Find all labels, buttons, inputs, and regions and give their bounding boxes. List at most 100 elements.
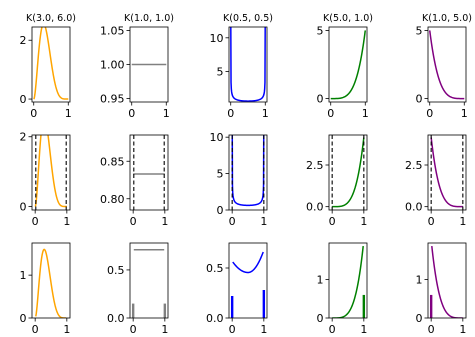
y-tick-label: 2 — [20, 131, 27, 144]
subplot-r3-c2: 0 1 0.0 0.5 — [107, 242, 169, 336]
y-tick-label: 2 — [20, 34, 27, 47]
x-tick-label: 1 — [63, 323, 70, 336]
y-tick-label: 10 — [210, 131, 224, 144]
y-tick-label: 5 — [217, 66, 224, 79]
x-tick-label: 0 — [329, 215, 336, 228]
axes-frame — [31, 242, 71, 319]
axes-frame — [328, 26, 368, 103]
y-tick-label: 2.5 — [306, 159, 324, 172]
subplot-r1-c2: 0 1 0.95 1.00 1.05K(1.0, 1.0) — [100, 13, 174, 120]
y-tick-label: 0.5 — [107, 264, 125, 277]
y-tick-label: 1.05 — [100, 24, 125, 37]
y-tick-label: 0 — [416, 93, 423, 106]
y-tick-label: 0.0 — [306, 201, 324, 214]
plot-area — [430, 135, 464, 210]
subplot-r3-c3: 0 1 0.0 0.5 — [206, 242, 268, 336]
x-tick-label: 1 — [461, 107, 468, 120]
plot-area — [230, 27, 266, 102]
y-tick-label: 0 — [20, 201, 27, 214]
subplot-r2-c4: 0 1 0.0 2.5 — [306, 134, 368, 228]
subplot-title: K(3.0, 6.0) — [26, 13, 76, 24]
x-tick-label: 0 — [128, 107, 135, 120]
x-tick-label: 1 — [459, 323, 466, 336]
axes-frame — [31, 134, 71, 211]
x-tick-label: 1 — [260, 323, 267, 336]
series-line — [430, 137, 463, 208]
x-tick-label: 1 — [362, 107, 369, 120]
y-tick-label: 5 — [217, 168, 224, 181]
axes-frame — [228, 134, 268, 211]
x-tick-label: 0 — [32, 323, 39, 336]
x-tick-label: 0 — [428, 323, 435, 336]
plot-area — [34, 135, 67, 210]
y-tick-label: 0 — [317, 93, 324, 106]
y-tick-label: 0.85 — [100, 155, 125, 168]
plot-area — [332, 245, 366, 318]
subplot-title: K(0.5, 0.5) — [223, 13, 273, 24]
plot-area — [428, 30, 465, 100]
plot-area — [330, 30, 367, 100]
plot-area — [231, 135, 265, 210]
x-tick-label: 0 — [229, 215, 236, 228]
y-tick-label: 0.95 — [100, 93, 125, 106]
y-tick-label: 0.5 — [206, 262, 224, 275]
series-line — [230, 27, 266, 102]
subplot-r3-c5: 0 1 0 1 — [416, 242, 467, 336]
x-tick-label: 0 — [327, 107, 334, 120]
y-tick-label: 2.5 — [405, 159, 423, 172]
x-tick-label: 1 — [65, 107, 72, 120]
x-tick-label: 1 — [63, 215, 70, 228]
axes-frame — [228, 26, 268, 103]
subplot-r1-c3: 0 1 5 10 K(0.5, 0.5) — [210, 13, 273, 120]
axes-frame — [427, 242, 467, 319]
subplot-r1-c1: 0 1 0 2 K(3.0, 6.0) — [20, 13, 76, 120]
x-tick-label: 0 — [426, 107, 433, 120]
x-tick-label: 1 — [262, 107, 269, 120]
y-tick-label: 1 — [317, 274, 324, 287]
x-tick-label: 1 — [260, 215, 267, 228]
y-tick-label: 0 — [20, 312, 27, 325]
x-tick-label: 1 — [161, 215, 168, 228]
x-tick-label: 1 — [459, 215, 466, 228]
series-line — [231, 135, 265, 207]
plot-area — [131, 248, 167, 318]
axes-frame — [427, 134, 467, 211]
y-tick-label: 5 — [317, 24, 324, 37]
x-tick-label: 0 — [30, 107, 37, 120]
subplot-r2-c5: 0 1 0.0 2.5 — [405, 134, 467, 228]
y-tick-label: 0.0 — [206, 312, 224, 325]
y-tick-label: 0.0 — [405, 201, 423, 214]
axes-frame — [129, 242, 169, 319]
axes-frame — [31, 26, 71, 103]
y-tick-label: 0 — [317, 312, 324, 325]
y-tick-label: 0 — [217, 204, 224, 217]
x-tick-label: 0 — [229, 323, 236, 336]
plot-area — [429, 245, 463, 318]
x-tick-label: 0 — [428, 215, 435, 228]
subplot-r3-c4: 0 1 0 1 — [317, 242, 368, 336]
y-tick-label: 0 — [20, 93, 27, 106]
y-tick-label: 0.0 — [107, 312, 125, 325]
axes-frame — [129, 134, 169, 211]
x-tick-label: 0 — [130, 215, 137, 228]
x-tick-label: 1 — [161, 323, 168, 336]
plot-area — [33, 27, 69, 100]
subplot-r1-c4: 0 1 0 5K(5.0, 1.0) — [317, 13, 373, 120]
series-line — [428, 30, 465, 100]
subplot-title: K(5.0, 1.0) — [323, 13, 373, 24]
series-line — [330, 30, 367, 100]
plot-area — [230, 251, 266, 318]
x-tick-label: 0 — [32, 215, 39, 228]
x-tick-label: 0 — [130, 323, 137, 336]
y-tick-label: 1 — [20, 269, 27, 282]
y-tick-label: 1 — [416, 274, 423, 287]
y-tick-label: 0.80 — [100, 193, 125, 206]
plot-area — [35, 248, 67, 318]
axes-frame — [328, 242, 368, 319]
subplot-r1-c5: 0 1 0 5K(1.0, 5.0) — [416, 13, 472, 120]
series-line — [232, 251, 264, 274]
x-tick-label: 1 — [360, 323, 367, 336]
series-line — [35, 248, 67, 318]
